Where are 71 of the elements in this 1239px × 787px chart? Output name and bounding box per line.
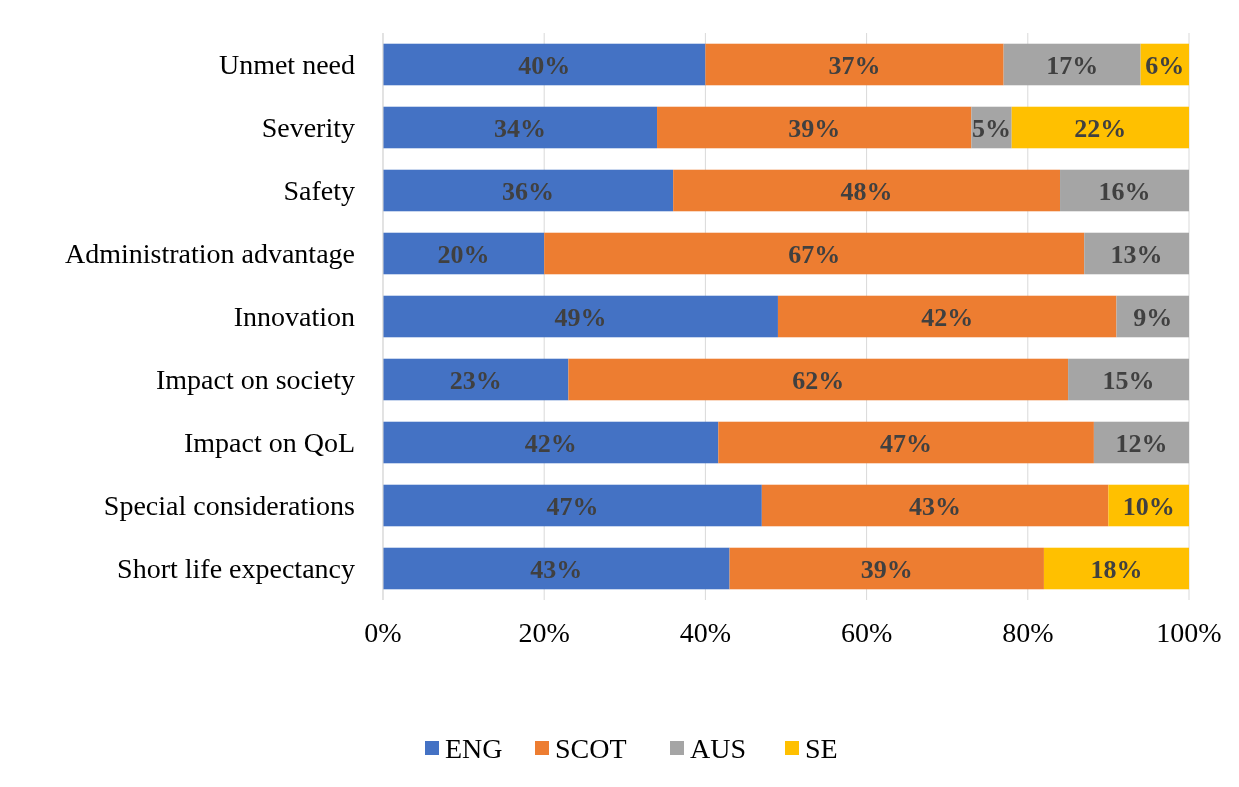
- y-tick-label: Unmet need: [218, 49, 355, 81]
- data-label: 67%: [788, 239, 841, 269]
- data-label: 49%: [554, 302, 607, 332]
- bar: [1068, 358, 1189, 401]
- bar: [1011, 106, 1189, 149]
- data-label: 42%: [921, 302, 974, 332]
- data-label: 43%: [909, 491, 962, 521]
- data-label: 5%: [972, 113, 1012, 143]
- data-label: 9%: [1133, 302, 1173, 332]
- legend-label: SCOT: [555, 732, 627, 764]
- bar: [1003, 43, 1141, 86]
- bar: [383, 169, 674, 212]
- x-tick-label: 80%: [1002, 617, 1054, 648]
- bar: [383, 547, 730, 590]
- data-label: 22%: [1074, 113, 1127, 143]
- y-tick-label: Short life expectancy: [117, 553, 355, 585]
- bar: [705, 43, 1004, 86]
- x-tick-label: 0%: [364, 617, 402, 648]
- bar: [383, 484, 762, 527]
- bar: [383, 295, 778, 338]
- data-label: 36%: [502, 176, 555, 206]
- data-label: 47%: [880, 428, 933, 458]
- y-tick-label: Severity: [261, 112, 355, 144]
- data-label: 37%: [828, 50, 881, 80]
- bar: [383, 421, 719, 464]
- data-label: 17%: [1046, 50, 1099, 80]
- bar: [718, 421, 1094, 464]
- data-label: 6%: [1145, 50, 1185, 80]
- data-label: 48%: [840, 176, 893, 206]
- x-tick-label: 40%: [679, 617, 732, 648]
- bar: [761, 484, 1109, 527]
- data-label: 12%: [1115, 428, 1168, 458]
- x-tick-label: 20%: [518, 617, 570, 648]
- bar: [729, 547, 1044, 590]
- legend-label: AUS: [690, 732, 747, 764]
- bar: [657, 106, 972, 149]
- bar: [383, 358, 569, 401]
- data-label: 47%: [546, 491, 599, 521]
- bar: [544, 232, 1085, 275]
- data-label: 34%: [494, 113, 547, 143]
- bar: [383, 106, 658, 149]
- y-tick-label: Impact on society: [155, 364, 355, 396]
- data-label: 40%: [518, 50, 571, 80]
- data-label: 39%: [860, 554, 913, 584]
- data-label: 18%: [1090, 554, 1143, 584]
- data-label: 10%: [1122, 491, 1175, 521]
- bar: [1060, 169, 1189, 212]
- bar: [383, 43, 706, 86]
- bar: [568, 358, 1069, 401]
- data-label: 13%: [1110, 239, 1163, 269]
- legend-label: ENG: [445, 732, 503, 764]
- data-label: 43%: [530, 554, 583, 584]
- data-label: 15%: [1102, 365, 1155, 395]
- y-tick-label: Innovation: [233, 301, 355, 333]
- bar: [383, 232, 545, 275]
- bar: [1043, 547, 1189, 590]
- y-tick-label: Impact on QoL: [183, 427, 355, 459]
- x-tick-label: 60%: [840, 617, 893, 648]
- data-label: 16%: [1098, 176, 1151, 206]
- data-label: 23%: [449, 365, 502, 395]
- x-tick-label: 100%: [1156, 617, 1222, 648]
- bar: [673, 169, 1061, 212]
- data-label: 42%: [524, 428, 577, 458]
- y-tick-label: Special considerations: [103, 490, 355, 522]
- y-tick-label: Administration advantage: [64, 238, 355, 270]
- data-label: 62%: [792, 365, 845, 395]
- y-tick-label: Safety: [283, 175, 355, 207]
- legend-label: SE: [805, 732, 838, 764]
- bar: [777, 295, 1117, 338]
- data-label: 39%: [788, 113, 841, 143]
- data-label: 20%: [437, 239, 490, 269]
